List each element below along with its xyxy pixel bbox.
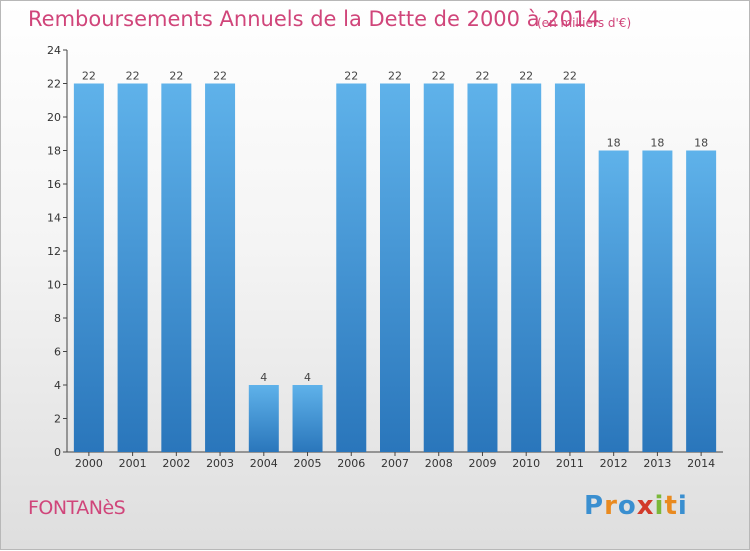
bar-value-label: 22 — [213, 70, 227, 83]
bar-value-label: 22 — [519, 70, 533, 83]
logo-letter: o — [617, 491, 637, 521]
x-tick-label: 2009 — [468, 457, 496, 470]
y-tick-label: 10 — [47, 279, 61, 292]
y-tick-label: 4 — [54, 379, 61, 392]
bar-value-label: 18 — [650, 137, 664, 150]
bar — [248, 385, 279, 452]
x-tick-label: 2011 — [556, 457, 584, 470]
x-tick-label: 2012 — [600, 457, 628, 470]
bar — [336, 83, 367, 452]
bar — [117, 83, 148, 452]
bar — [554, 83, 585, 452]
bar-value-label: 18 — [607, 137, 621, 150]
chart-subtitle: (en milliers d'€) — [537, 16, 632, 30]
bar — [161, 83, 192, 452]
bar — [423, 83, 454, 452]
y-tick-label: 2 — [54, 413, 61, 426]
bar — [686, 150, 717, 452]
data-labels: 22 22 22 22 4 4 22 22 22 22 22 22 18 18 18 — [82, 70, 708, 385]
x-tick-label: 2014 — [687, 457, 715, 470]
y-tick-label: 8 — [54, 312, 61, 325]
bar — [380, 83, 410, 452]
bar — [73, 83, 104, 452]
y-tick-label: 22 — [47, 78, 61, 91]
logo-letter: i — [654, 491, 665, 521]
x-tick-label: 2010 — [512, 457, 540, 470]
bar — [642, 150, 673, 452]
proxiti-logo: Proxiti — [584, 491, 688, 521]
y-tick-label: 6 — [54, 346, 61, 359]
bar-value-label: 4 — [304, 371, 311, 384]
y-tick-label: 16 — [47, 178, 61, 191]
bar — [205, 83, 236, 452]
bar — [598, 150, 629, 452]
x-tick-label: 2000 — [75, 457, 103, 470]
logo-letter: i — [677, 491, 688, 521]
bar-value-label: 22 — [475, 70, 489, 83]
y-tick-label: 20 — [47, 111, 61, 124]
bar — [292, 385, 323, 452]
x-tick-label: 2003 — [206, 457, 234, 470]
bar-value-label: 22 — [126, 70, 140, 83]
y-tick-label: 24 — [47, 44, 61, 57]
bars — [73, 83, 717, 452]
x-tick-label: 2013 — [643, 457, 671, 470]
logo-letter: t — [664, 491, 678, 521]
x-tick-label: 2006 — [337, 457, 365, 470]
x-tick-label: 2005 — [294, 457, 322, 470]
bar — [511, 83, 542, 452]
chart-title: Remboursements Annuels de la Dette de 20… — [28, 7, 600, 31]
bar-value-label: 22 — [82, 70, 96, 83]
logo-letter: x — [636, 491, 655, 521]
x-tick-label: 2004 — [250, 457, 278, 470]
x-tick-label: 2002 — [162, 457, 190, 470]
bar — [467, 83, 498, 452]
bar-value-label: 22 — [169, 70, 183, 83]
bar-value-label: 22 — [432, 70, 446, 83]
y-tick-label: 0 — [54, 446, 61, 459]
logo-letter: P — [584, 491, 605, 521]
y-tick-label: 18 — [47, 145, 61, 158]
logo-letter: r — [604, 491, 618, 521]
x-tick-label: 2007 — [381, 457, 409, 470]
x-tick-label: 2008 — [425, 457, 453, 470]
y-tick-label: 12 — [47, 245, 61, 258]
x-tick-label: 2001 — [119, 457, 147, 470]
bar-value-label: 4 — [260, 371, 267, 384]
bar-value-label: 22 — [563, 70, 577, 83]
bar-value-label: 22 — [388, 70, 402, 83]
commune-name: FONTANèS — [28, 497, 126, 519]
y-tick-label: 14 — [47, 212, 61, 225]
bar-value-label: 22 — [344, 70, 358, 83]
bar-value-label: 18 — [694, 137, 708, 150]
